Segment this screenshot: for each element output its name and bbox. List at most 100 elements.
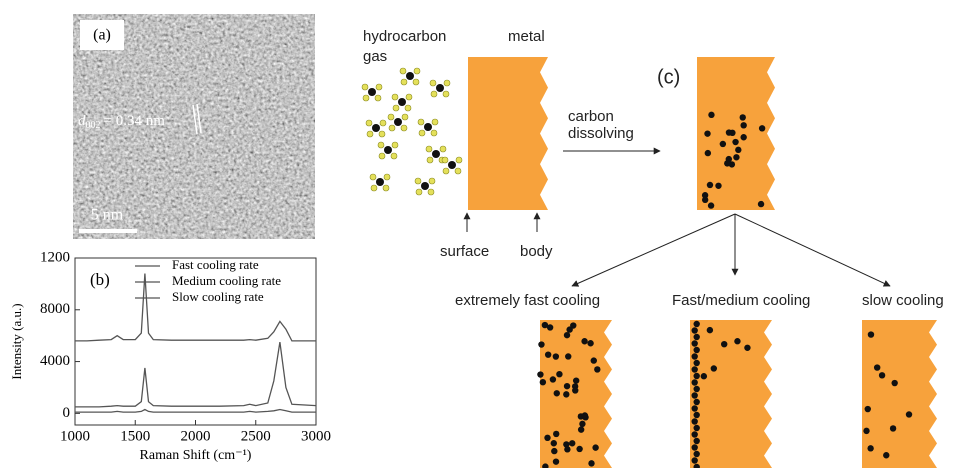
hydrogen-atom [426, 146, 432, 152]
hydrogen-atom [402, 114, 408, 120]
carbon-atom [551, 448, 557, 454]
y-axis-label: Intensity (a.u.) [9, 303, 24, 379]
carbon-atom [724, 160, 730, 166]
carbon-atom [594, 366, 600, 372]
carbon-atom [715, 183, 721, 189]
carbon-atom [582, 412, 588, 418]
diagram-label: metal [508, 28, 545, 45]
carbon-atom [691, 392, 697, 398]
carbon-atom [708, 202, 714, 208]
series-line [75, 410, 316, 413]
carbon-atom [553, 458, 559, 464]
hydrogen-atom [392, 142, 398, 148]
hydrogen-atom [388, 114, 394, 120]
hydrogen-atom [379, 131, 385, 137]
legend-label: Fast cooling rate [172, 257, 259, 272]
diagram-label: gas [363, 48, 387, 65]
x-tick-label: 1000 [60, 428, 90, 444]
carbon-atom [591, 357, 597, 363]
carbon-atom [707, 182, 713, 188]
diagram-label: hydrocarbon [363, 28, 446, 45]
hydrogen-atom [444, 80, 450, 86]
diagram-label: dissolving [568, 125, 634, 142]
hydrogen-atom [400, 68, 406, 74]
panel-c: hydrocarbon gas metal surface body carbondiss… [362, 28, 944, 468]
carbon-atom [544, 435, 550, 441]
metal-block [540, 320, 612, 468]
hydrogen-atom [427, 157, 433, 163]
carbon-atom [867, 445, 873, 451]
carbon-atom [691, 405, 697, 411]
carbon-atom [693, 360, 699, 366]
hydrogen-atom [379, 153, 385, 159]
y-tick-label: 0 [63, 405, 71, 421]
hydrogen-atom [443, 168, 449, 174]
carbon-atom [581, 338, 587, 344]
carbon-atom [733, 154, 739, 160]
carbon-atom [890, 425, 896, 431]
carbon-atom [726, 129, 732, 135]
scale-bar [79, 229, 137, 233]
arrow [735, 214, 890, 286]
carbon-atom [693, 373, 699, 379]
hydrogen-atom [363, 95, 369, 101]
carbon-atom [578, 426, 584, 432]
carbon-atom [691, 379, 697, 385]
carbon-atom [579, 421, 585, 427]
metal-block [468, 57, 548, 210]
hydrogen-atom [419, 130, 425, 136]
hydrogen-atom [413, 79, 419, 85]
hydrogen-atom [430, 80, 436, 86]
hydrogen-atom [371, 185, 377, 191]
carbon-atom [537, 371, 543, 377]
carbon-atom [693, 321, 699, 327]
panel-label: (c) [657, 66, 680, 88]
carbon-atom [744, 345, 750, 351]
carbon-atom [707, 327, 713, 333]
carbon-atom [538, 341, 544, 347]
carbon-atom [588, 460, 594, 466]
carbon-atom [372, 124, 380, 132]
carbon-atom [384, 146, 392, 154]
figure: (a) d002= 0.34 nm 5 nm 04000800012001000… [0, 0, 965, 468]
carbon-atom [720, 141, 726, 147]
carbon-atom [587, 340, 593, 346]
diagram-label: body [520, 243, 553, 260]
hydrogen-atom [370, 174, 376, 180]
hydrogen-atom [376, 84, 382, 90]
x-tick-label: 2000 [181, 428, 211, 444]
carbon-atom [704, 130, 710, 136]
carbon-atom [691, 457, 697, 463]
carbon-atom [432, 150, 440, 158]
x-tick-label: 1500 [120, 428, 150, 444]
carbon-atom [448, 161, 456, 169]
carbon-atom [702, 197, 708, 203]
carbon-atom [691, 444, 697, 450]
carbon-atom [868, 331, 874, 337]
diagram-label: surface [440, 243, 489, 260]
carbon-atom [711, 365, 717, 371]
arrow [572, 214, 735, 286]
carbon-atom [376, 178, 384, 186]
hydrogen-atom [384, 174, 390, 180]
carbon-atom [740, 122, 746, 128]
hydrogen-atom [378, 142, 384, 148]
hydrogen-atom [443, 91, 449, 97]
carbon-atom [693, 438, 699, 444]
carbon-atom [693, 425, 699, 431]
carbon-atom [759, 125, 765, 131]
carbon-atom [740, 134, 746, 140]
carbon-atom [691, 366, 697, 372]
legend-label: Slow cooling rate [172, 289, 264, 304]
hydrogen-atom [366, 120, 372, 126]
carbon-atom [540, 379, 546, 385]
carbon-atom [705, 150, 711, 156]
hydrogen-atom [375, 95, 381, 101]
carbon-atom [863, 428, 869, 434]
carbon-atom [734, 338, 740, 344]
carbon-atom [693, 334, 699, 340]
x-axis-label: Raman Shift (cm⁻¹) [140, 448, 252, 463]
hydrogen-atom [391, 153, 397, 159]
diagram-label: carbon [568, 108, 614, 125]
metal-block [690, 320, 772, 468]
